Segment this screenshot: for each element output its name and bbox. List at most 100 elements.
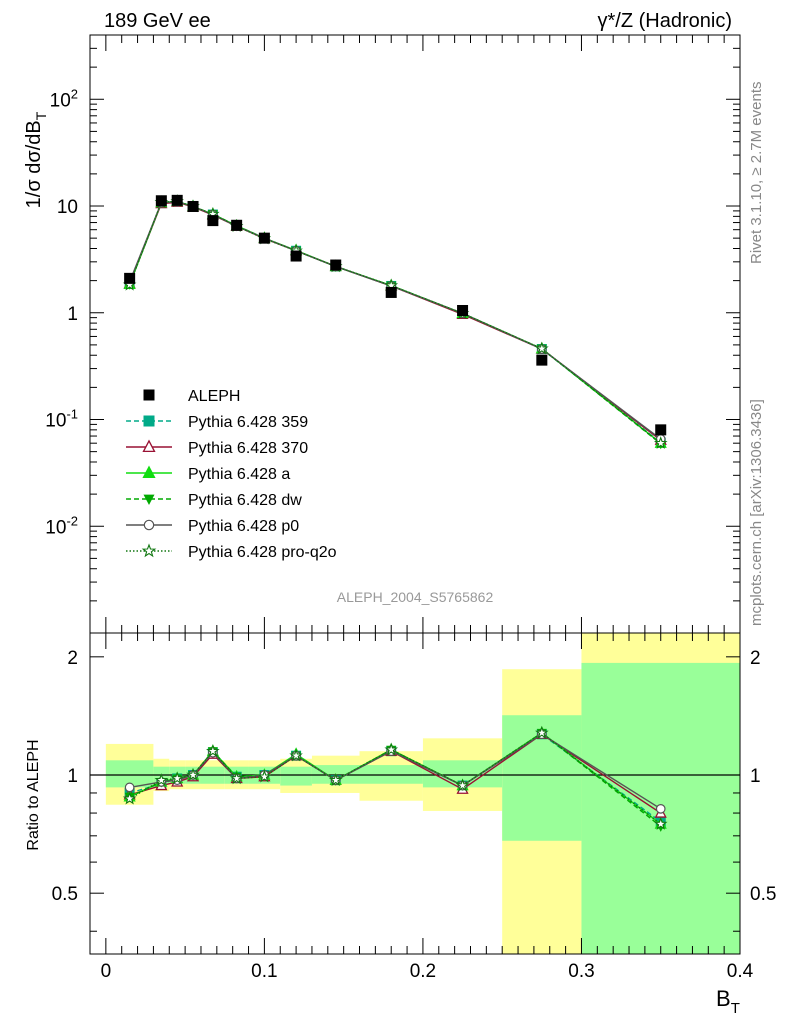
legend-entry: Pythia 6.428 dw [126,492,302,509]
main-y-tick-label-base: 10 [45,517,66,538]
legend-marker [143,415,155,427]
legend-entry: Pythia 6.428 p0 [126,518,299,535]
main-series-marker [535,341,549,355]
legend-entry: Pythia 6.428 370 [126,439,308,457]
ratio-series-marker-shape [384,742,399,756]
ratio-series-marker-shape [655,803,666,814]
main-y-tick-label-exponent: 2 [71,86,78,101]
main-series-line [128,200,662,444]
ratio-series-marker [170,771,184,785]
x-axis-label-text: B [716,986,731,1011]
ratio-y-tick-label-right: 2 [750,648,761,669]
main-y-tick-label: 1 [67,304,78,325]
legend-label: Pythia 6.428 pro-q2o [188,544,337,561]
legend-label: Pythia 6.428 370 [188,440,308,457]
reference-data-point [187,200,199,212]
legend-label: ALEPH [188,388,240,405]
ratio-series-marker [289,748,303,762]
reference-data-points [124,194,667,436]
ratio-series-marker [655,803,666,814]
reference-data-point-shape [124,272,136,284]
main-y-axis-label-text: 1/σ dσ/dB [23,120,45,208]
analysis-watermark: ALEPH_2004_S5765862 [337,589,494,605]
rivet-version-label: Rivet 3.1.10, ≥ 2.7M events [748,82,765,265]
legend-label: Pythia 6.428 p0 [188,518,299,535]
ratio-y-tick-label-right: 1 [750,766,761,787]
main-y-tick-label: 10 [57,197,78,218]
reference-data-point-shape [385,286,397,298]
ratio-plot-frame [89,632,741,955]
legend-label: Pythia 6.428 359 [188,414,308,431]
legend-marker [143,519,155,531]
main-series-5 [122,194,668,449]
ratio-series-marker-shape [124,782,135,793]
main-y-tick-label-base: 10 [45,411,66,432]
main-series-3 [124,197,666,450]
ratio-y-tick-label: 2 [67,648,78,669]
legend-marker-shape [142,465,156,479]
ratio-y-tick-label: 0.5 [52,884,78,905]
main-series-0 [124,196,666,448]
main-y-tick-label: 10-1 [45,407,78,432]
ratio-series-marker-shape [229,771,244,785]
legend-marker-shape [143,389,155,401]
main-y-tick-label: 10-2 [45,513,78,538]
main-series-line [128,200,662,444]
ratio-series-marker [124,782,135,793]
x-axis-label: BT [716,986,740,1017]
ratio-series-marker-shape [170,771,184,785]
x-tick-label: 0.4 [727,961,754,982]
reference-data-point [330,259,342,271]
reference-data-point-shape [231,219,243,231]
ratio-series-marker-shape [186,767,200,781]
ratio-series-marker-shape [455,778,470,792]
legend-marker [142,465,156,479]
reference-data-point-shape [457,304,469,316]
ratio-series-layer [122,725,668,832]
reference-data-point-shape [290,250,302,262]
main-y-tick-label-exponent: -2 [66,513,78,528]
ratio-series-marker-shape [154,773,169,787]
main-series-4 [124,196,666,444]
header-right-title: γ*/Z (Hadronic) [598,10,732,32]
reference-data-point [258,232,270,244]
ratio-series-marker [328,773,343,787]
ratio-series-marker-shape [206,744,220,757]
header-left-title: 189 GeV ee [104,10,211,32]
reference-data-point [207,215,219,227]
x-axis-label-subscript: T [731,1000,740,1017]
legend-entry: Pythia 6.428 pro-q2o [126,543,337,561]
x-tick-label: 0.1 [251,961,277,982]
ratio-y-tick-label-right: 0.5 [750,884,776,905]
ratio-series-marker [384,742,399,756]
reference-data-point [124,272,136,284]
main-y-axis-label-subscript: T [33,111,49,120]
ratio-series-marker [206,744,220,757]
ratio-series-marker [653,817,668,830]
ratio-series-marker-shape [535,725,549,739]
main-series-line [128,200,662,445]
reference-data-point-shape [655,424,667,436]
legend-marker [143,494,155,506]
reference-data-point [155,195,167,207]
ratio-series-marker-shape [653,817,668,830]
stat-uncertainty-band [280,766,312,786]
ratio-series-marker-shape [122,791,137,805]
reference-data-point [290,250,302,262]
legend-label: Pythia 6.428 a [188,466,290,483]
reference-data-point-shape [330,259,342,271]
ratio-panel: 0 0.1 0.2 0.3 0.4 0.5 0.5 1 1 2 2 Ratio to ALEPH B… [25,632,776,1017]
ratio-series-marker-shape [328,773,343,787]
legend-marker [141,543,157,558]
ratio-series-marker [186,767,200,781]
reference-data-point-shape [258,232,270,244]
legend-marker-shape [143,415,155,427]
reference-data-point [536,354,548,366]
legend-marker-shape [143,494,155,506]
reference-data-point-shape [171,194,183,206]
ratio-series-marker [122,791,137,805]
reference-data-point-shape [155,195,167,207]
